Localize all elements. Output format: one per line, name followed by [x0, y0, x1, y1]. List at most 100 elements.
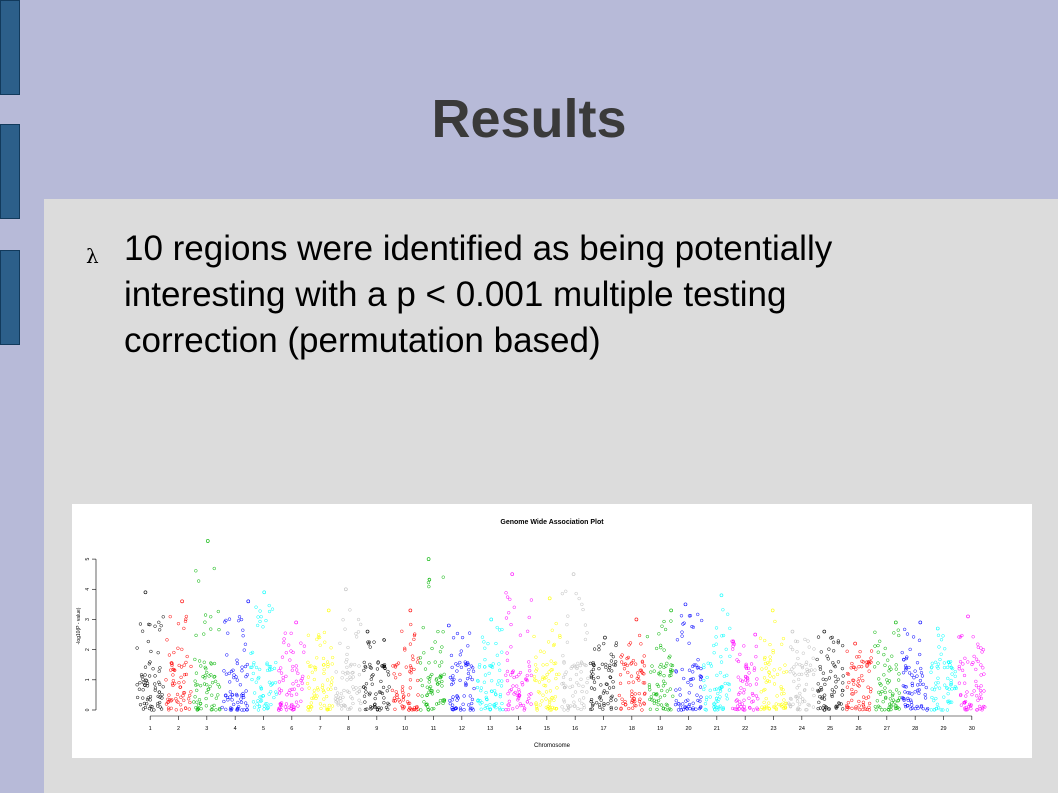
data-point: [227, 617, 232, 621]
data-point: [608, 675, 613, 680]
data-point: [939, 708, 943, 712]
data-point: [698, 705, 703, 710]
data-point: [184, 617, 188, 621]
data-point: [482, 640, 486, 644]
peak-point: [365, 629, 370, 634]
data-point: [408, 705, 412, 710]
data-point: [819, 688, 824, 692]
data-point: [420, 694, 424, 698]
data-point: [488, 664, 492, 668]
data-point: [588, 661, 593, 666]
data-point: [336, 695, 341, 699]
data-point: [256, 708, 261, 712]
data-point: [949, 682, 953, 686]
data-point: [705, 695, 709, 699]
data-point: [225, 653, 229, 657]
data-point: [976, 698, 980, 702]
data-point: [921, 682, 925, 687]
data-point: [878, 692, 883, 696]
data-point: [657, 632, 661, 636]
data-point: [824, 705, 828, 709]
data-point: [515, 684, 519, 688]
data-point: [768, 658, 773, 663]
data-point: [549, 668, 553, 672]
data-point: [302, 644, 307, 648]
data-point: [762, 676, 767, 680]
data-point: [619, 660, 624, 664]
data-point: [767, 679, 772, 684]
slide-title: Results: [431, 89, 627, 149]
data-point: [750, 700, 754, 704]
data-point: [782, 691, 786, 696]
data-point: [611, 655, 615, 659]
data-point: [150, 704, 154, 709]
data-point: [534, 669, 538, 673]
data-point: [665, 689, 669, 693]
data-point: [796, 707, 800, 711]
data-point: [400, 688, 405, 692]
data-point: [734, 699, 738, 703]
data-point: [143, 683, 147, 688]
data-point: [718, 689, 723, 693]
data-point: [950, 672, 954, 676]
data-point: [312, 692, 316, 696]
data-point: [196, 706, 200, 711]
data-point: [171, 679, 176, 683]
data-point: [824, 705, 829, 710]
data-point: [845, 705, 850, 709]
data-point: [589, 686, 594, 690]
data-point: [458, 678, 462, 682]
data-point: [678, 693, 682, 697]
data-point: [193, 695, 197, 699]
data-point: [972, 689, 976, 693]
data-point: [234, 692, 239, 697]
data-point: [564, 589, 568, 593]
peak-point: [822, 629, 827, 634]
data-point: [658, 643, 663, 648]
data-point: [199, 707, 203, 711]
data-point: [663, 707, 668, 711]
data-point: [565, 640, 570, 644]
data-point: [181, 691, 186, 695]
data-point: [143, 683, 147, 687]
peak-point: [571, 572, 576, 576]
data-point: [969, 707, 973, 711]
data-point: [920, 674, 925, 678]
data-point: [890, 693, 895, 698]
data-point: [797, 683, 801, 688]
data-point: [702, 663, 706, 667]
data-point: [747, 705, 752, 710]
data-point: [953, 685, 958, 689]
data-point: [205, 683, 209, 687]
data-point: [629, 662, 633, 666]
data-point: [919, 671, 924, 675]
data-point: [783, 701, 787, 706]
data-point: [321, 656, 326, 661]
data-point: [897, 678, 901, 682]
y-tick-label: 3: [85, 618, 91, 621]
data-point: [939, 638, 944, 642]
data-point: [152, 708, 156, 712]
data-point: [572, 704, 576, 708]
data-point: [811, 672, 816, 677]
data-point: [767, 706, 771, 710]
data-point: [628, 641, 633, 645]
data-point: [867, 669, 871, 673]
data-point: [416, 678, 420, 683]
data-point: [781, 636, 786, 641]
data-point: [958, 635, 963, 639]
data-point: [329, 687, 333, 691]
data-point: [467, 631, 472, 635]
data-point: [738, 652, 742, 657]
data-point: [274, 692, 279, 696]
data-point: [816, 689, 821, 694]
data-point: [795, 699, 800, 703]
data-point: [902, 627, 907, 632]
data-point: [468, 706, 473, 710]
y-tick-label: 2: [85, 648, 91, 651]
data-point: [821, 677, 825, 681]
data-point: [135, 646, 139, 650]
data-point: [633, 699, 637, 704]
data-point: [239, 697, 243, 701]
data-point: [141, 677, 145, 681]
